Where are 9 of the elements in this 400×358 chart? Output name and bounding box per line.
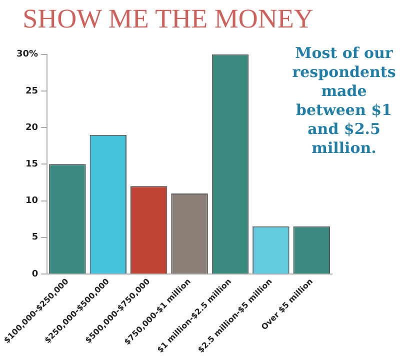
y-tick-label: 5 [32, 232, 38, 243]
chart-title: SHOW ME THE MONEY [22, 3, 314, 34]
annotation: Most of our respondents made between $1 and $2.5 million. [292, 44, 396, 158]
y-tick-label: 15 [26, 160, 38, 170]
y-tick-label: 25 [26, 86, 38, 96]
y-tick-label: 0 [32, 269, 38, 280]
y-tick-label: 20 [26, 122, 38, 133]
y-tick-label: 30% [16, 50, 38, 60]
y-tick-label: 10 [26, 196, 38, 206]
